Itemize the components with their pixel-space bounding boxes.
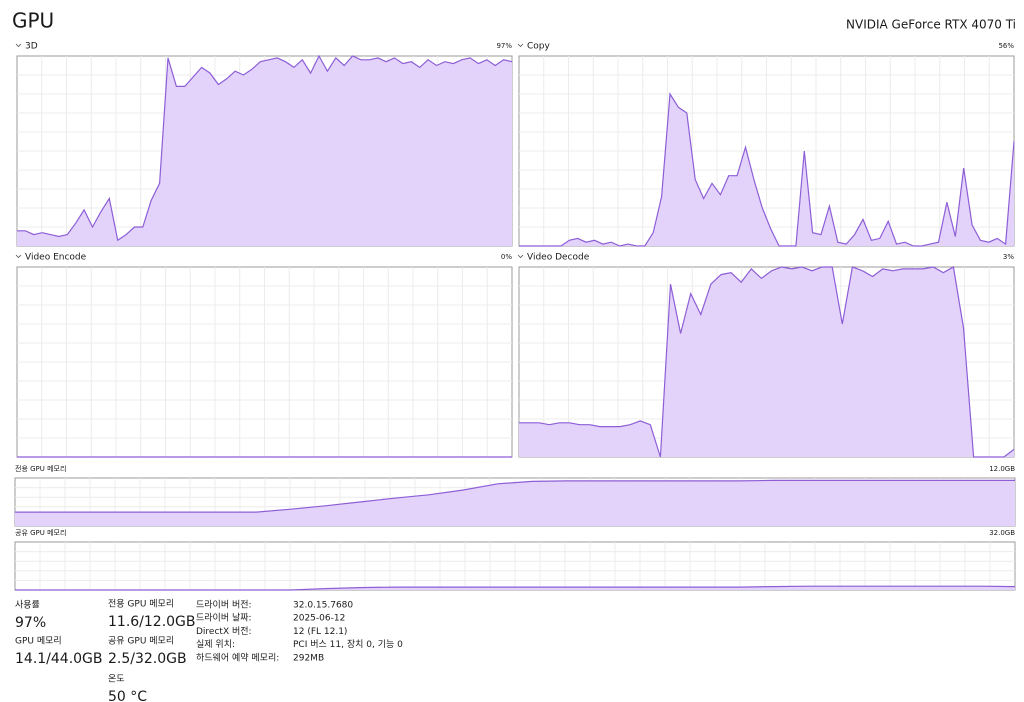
graph-value: 0% — [501, 253, 512, 261]
stat-label: GPU 메모리 — [15, 636, 62, 647]
detail-value: 32.0.15.7680 — [293, 601, 353, 611]
usage-line — [519, 266, 1015, 458]
detail-value: PCI 버스 11, 장치 0, 기능 0 — [293, 638, 403, 650]
chevron-icon[interactable] — [517, 43, 524, 48]
stat-value: 11.6/12.0GB — [108, 614, 196, 630]
stat-value: 50 °C — [108, 689, 147, 702]
chevron-icon[interactable] — [15, 43, 22, 48]
memory-value: 32.0GB — [989, 529, 1015, 537]
detail-value: 12 (FL 12.1) — [293, 627, 347, 637]
usage-line — [15, 585, 1016, 591]
detail-value: 292MB — [293, 653, 324, 663]
detail-label: DirectX 버전: — [196, 626, 252, 637]
detail-label: 실제 위치: — [196, 638, 235, 650]
graph-value: 56% — [998, 42, 1014, 50]
usage-area — [519, 267, 1014, 457]
stat-label: 공유 GPU 메모리 — [108, 636, 174, 647]
memory-label: 공유 GPU 메모리 — [15, 528, 66, 537]
chevron-icon[interactable] — [15, 254, 22, 259]
stat-label: 전용 GPU 메모리 — [108, 599, 174, 610]
stat-value: 14.1/44.0GB — [15, 651, 103, 667]
usage-line — [519, 92, 1015, 247]
graph-label: Video Decode — [527, 253, 590, 263]
graph-value: 97% — [496, 42, 512, 50]
detail-value: 2025-06-12 — [293, 614, 345, 624]
stat-value: 97% — [15, 615, 46, 631]
detail-label: 드라이버 버전: — [196, 600, 252, 611]
graph-value: 3% — [1003, 253, 1014, 261]
title: GPU — [12, 9, 54, 33]
usage-area — [519, 94, 1014, 246]
graph-label: Video Encode — [25, 253, 87, 263]
detail-label: 드라이버 날짜: — [196, 613, 252, 624]
usage-area — [17, 56, 512, 246]
stat-label: 사용률 — [15, 600, 40, 611]
stat-label: 온도 — [108, 674, 125, 685]
device-name: NVIDIA GeForce RTX 4070 Ti — [846, 18, 1016, 32]
memory-value: 12.0GB — [989, 465, 1015, 473]
usage-line — [15, 479, 1015, 513]
detail-label: 하드웨어 예약 메모리: — [196, 651, 279, 663]
usage-line — [17, 54, 513, 242]
graph-label: Copy — [527, 42, 551, 52]
graph-label: 3D — [25, 42, 38, 52]
memory-label: 전용 GPU 메모리 — [15, 464, 66, 473]
chevron-icon[interactable] — [517, 254, 524, 259]
usage-area — [15, 480, 1015, 526]
stat-value: 2.5/32.0GB — [108, 651, 187, 667]
